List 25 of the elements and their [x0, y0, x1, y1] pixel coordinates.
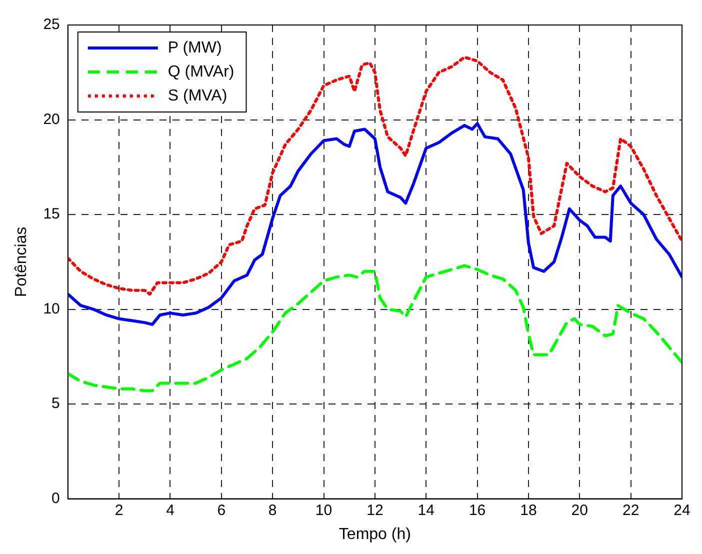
x-tick-label: 14 — [418, 502, 434, 519]
y-tick-label: 5 — [52, 395, 60, 412]
x-tick-label: 20 — [571, 502, 588, 519]
x-tick-label: 10 — [315, 502, 332, 519]
y-tick-label: 10 — [43, 300, 60, 318]
x-tick-label: 8 — [268, 502, 277, 519]
x-tick-label: 16 — [468, 502, 486, 519]
x-tick-label: 24 — [674, 502, 690, 519]
x-tick-label: 2 — [114, 502, 124, 519]
x-tick-label: 4 — [166, 502, 174, 519]
y-tick-label: 20 — [43, 110, 60, 128]
legend-label: S (MVA) — [168, 87, 228, 104]
x-axis-title: Tempo (h) — [338, 526, 411, 543]
y-tick-label: 0 — [52, 490, 60, 507]
legend-label: Q (MVAr) — [168, 63, 234, 80]
x-tick-label: 22 — [622, 502, 640, 519]
line-series — [68, 264, 682, 392]
y-tick-label: 25 — [43, 16, 60, 34]
x-tick-label: 18 — [520, 502, 537, 519]
y-tick-label: 15 — [43, 206, 60, 223]
legend-label: P (MW) — [168, 39, 222, 56]
line-series — [68, 56, 682, 296]
x-tick-label: 12 — [366, 502, 384, 519]
y-axis-title: Potências — [13, 226, 30, 298]
x-tick-label: 6 — [217, 502, 226, 519]
